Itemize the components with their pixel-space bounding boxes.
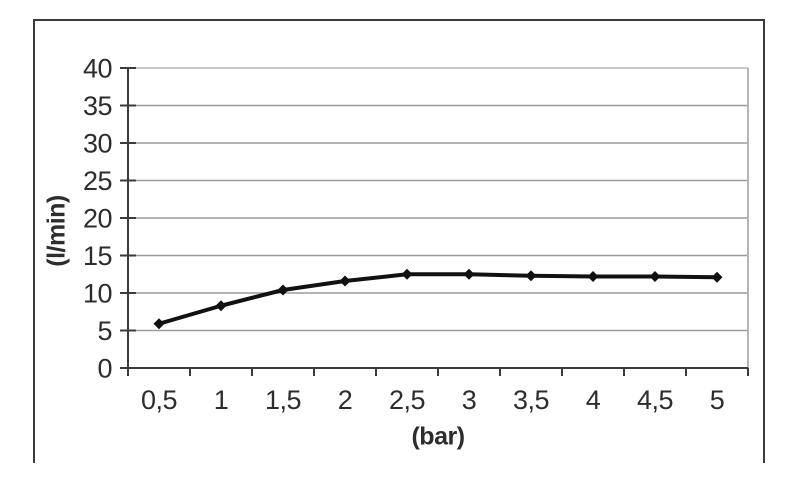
data-point-marker-2,5 [401,268,413,280]
x-tick-label-4: 4 [586,385,601,415]
x-tick-label-0,5: 0,5 [141,385,177,415]
data-point-marker-1 [215,300,227,312]
y-tick-label-0: 0 [97,354,112,384]
data-point-marker-3 [463,268,475,280]
data-point-marker-4,5 [649,271,661,282]
data-point-marker-4 [587,271,599,282]
y-axis-title: (l/min) [42,195,71,267]
chart-frame [33,19,765,463]
x-tick-label-1,5: 1,5 [265,385,301,415]
y-tick-label-15: 15 [83,241,112,271]
data-point-marker-3,5 [525,270,537,282]
y-tick-label-30: 30 [83,129,112,159]
flow-rate-line [157,272,719,326]
y-tick-label-10: 10 [83,279,112,309]
data-point-marker-0,5 [153,318,165,330]
y-tick-label-40: 40 [83,54,112,84]
x-tick-label-3,5: 3,5 [513,385,549,415]
y-tick-label-25: 25 [83,166,112,196]
x-tick-label-2: 2 [338,385,353,415]
y-tick-label-5: 5 [97,316,112,346]
data-point-marker-5 [711,271,723,283]
x-axis-title: (bar) [411,422,465,451]
x-tick-label-3: 3 [462,385,477,415]
x-tick-label-5: 5 [710,385,725,415]
y-tick-label-35: 35 [83,91,112,121]
x-tick-label-1: 1 [214,385,229,415]
data-point-marker-1,5 [277,284,289,296]
x-tick-label-2,5: 2,5 [389,385,425,415]
data-point-marker-2 [339,275,351,287]
y-tick-label-20: 20 [83,204,112,234]
x-tick-label-4,5: 4,5 [637,385,673,415]
